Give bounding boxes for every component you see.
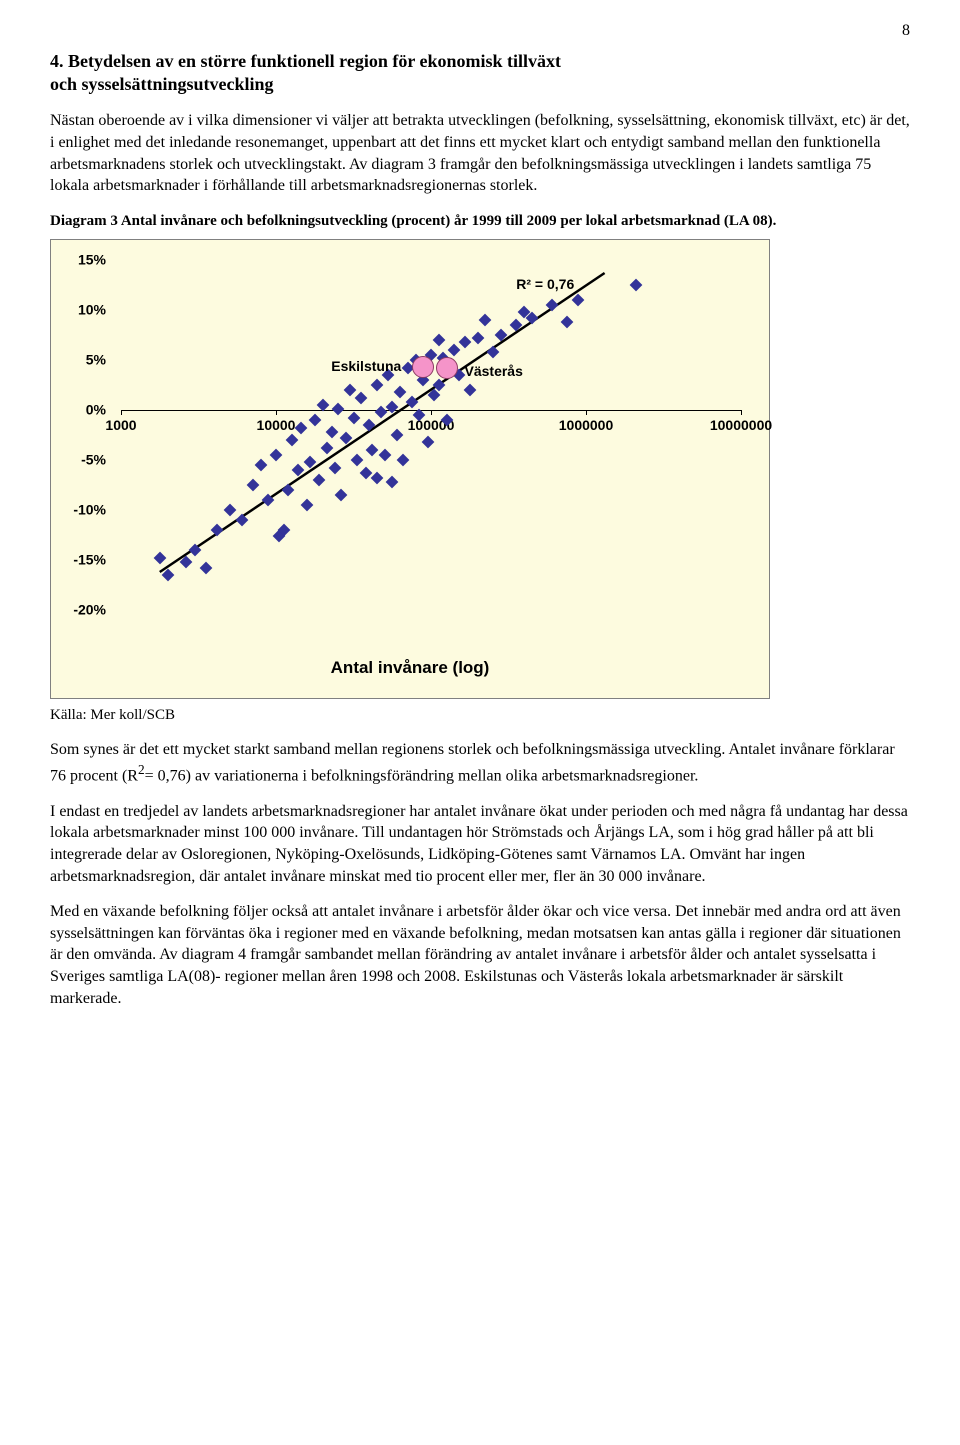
paragraph-thirds: I endast en tredjedel av landets arbetsm…	[50, 801, 910, 887]
diagram-3-chart: 15%10%5%0%-5%-10%-15%-20%100010000100000…	[50, 239, 770, 699]
y-tick-label: -5%	[46, 451, 106, 470]
r-squared-label: R² = 0,76	[516, 275, 574, 294]
paragraph-intro: Nästan oberoende av i vilka dimensioner …	[50, 110, 910, 196]
highlight-point-eskilstuna	[412, 356, 434, 378]
section-heading: 4. Betydelsen av en större funktionell r…	[50, 50, 650, 97]
trend-line-svg	[121, 260, 741, 610]
y-tick-label: 15%	[46, 251, 106, 270]
y-tick-label: -15%	[46, 551, 106, 570]
x-tick-label: 10000	[257, 416, 296, 435]
x-tick	[276, 410, 277, 415]
highlight-label-eskilstuna: Eskilstuna	[331, 357, 401, 376]
source-line: Källa: Mer koll/SCB	[50, 705, 910, 725]
heading-line-2: och sysselsättningsutveckling	[50, 74, 274, 94]
y-tick-label: 0%	[46, 401, 106, 420]
x-tick-label: 10000000	[710, 416, 772, 435]
x-tick-label: 1000	[105, 416, 136, 435]
x-tick	[121, 410, 122, 415]
plot-area: 15%10%5%0%-5%-10%-15%-20%100010000100000…	[121, 260, 741, 610]
y-tick-label: 10%	[46, 301, 106, 320]
para2-b: = 0,76) av variationerna i befolkningsfö…	[145, 767, 699, 784]
heading-line-1: 4. Betydelsen av en större funktionell r…	[50, 51, 561, 71]
y-tick-label: 5%	[46, 351, 106, 370]
page-number: 8	[50, 20, 910, 42]
x-tick	[431, 410, 432, 415]
x-tick	[586, 410, 587, 415]
y-tick-label: -10%	[46, 501, 106, 520]
x-axis-title: Antal invånare (log)	[51, 657, 769, 680]
x-tick-label: 1000000	[559, 416, 614, 435]
y-tick-label: -20%	[46, 601, 106, 620]
x-tick	[741, 410, 742, 415]
paragraph-growing-pop: Med en växande befolkning följer också a…	[50, 901, 910, 1009]
highlight-label-västerås: Västerås	[465, 362, 523, 381]
para2-superscript: 2	[138, 762, 145, 777]
paragraph-r2: Som synes är det ett mycket starkt samba…	[50, 739, 910, 787]
highlight-point-västerås	[436, 357, 458, 379]
diagram-caption: Diagram 3 Antal invånare och befolknings…	[50, 211, 910, 231]
